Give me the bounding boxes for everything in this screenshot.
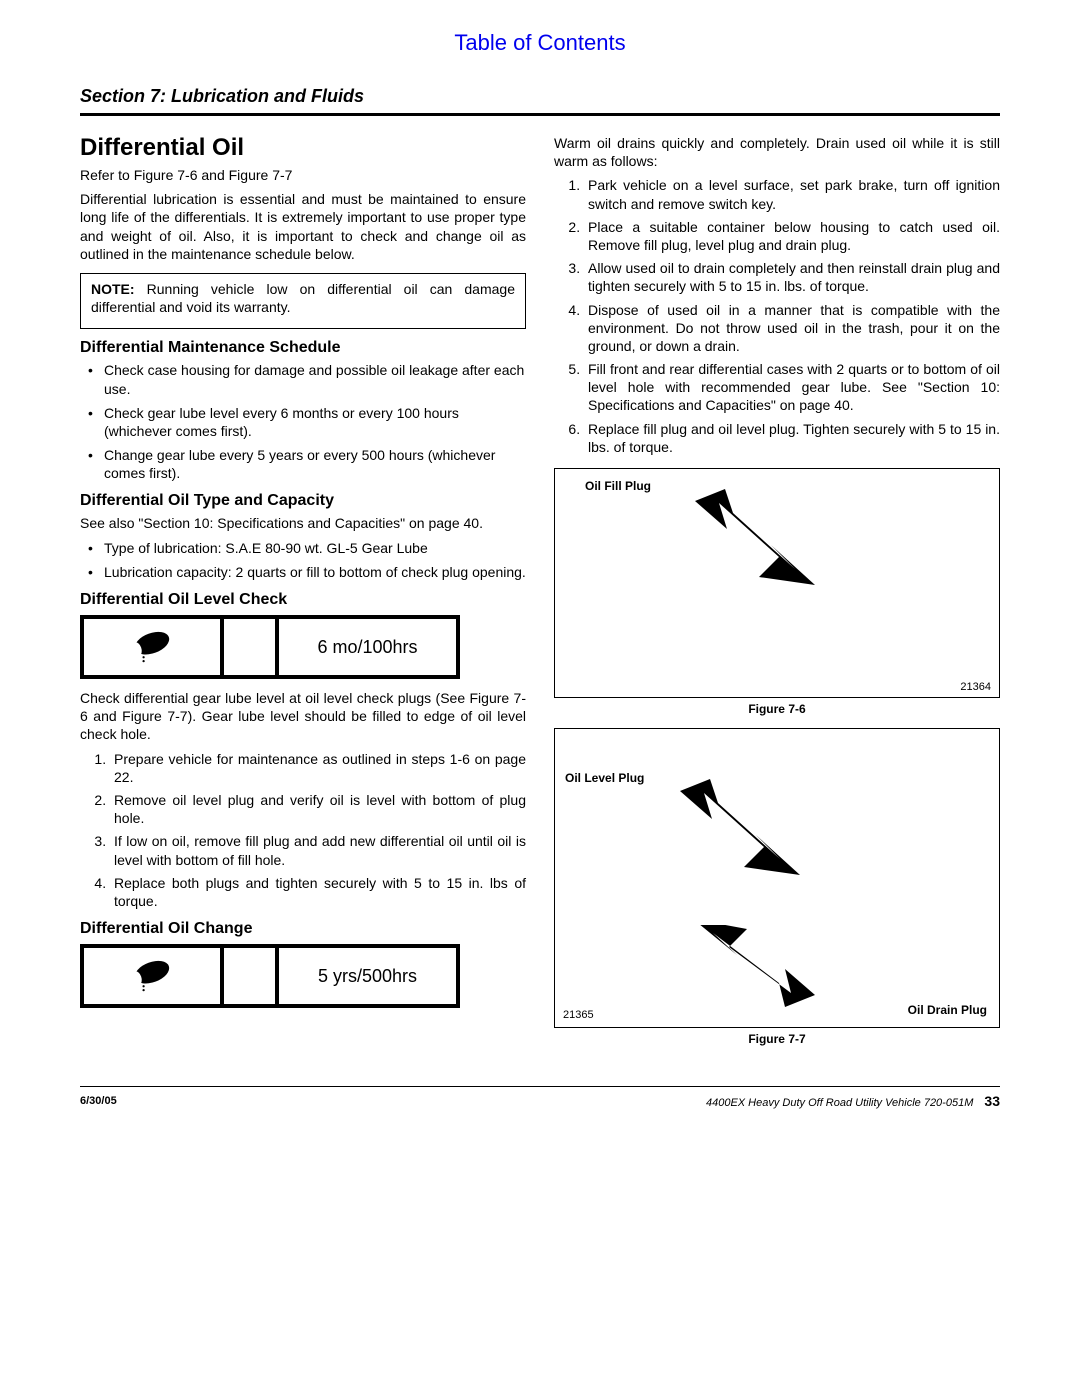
interval-box-change: 5 yrs/500hrs: [80, 944, 460, 1008]
interval-box-level: 6 mo/100hrs: [80, 615, 460, 679]
figure-caption: Figure 7-7: [554, 1032, 1000, 1046]
arrow-icon: [675, 489, 825, 609]
list-item: Check case housing for damage and possib…: [94, 361, 526, 397]
figure-number: 21365: [563, 1009, 594, 1021]
interval-label: 6 mo/100hrs: [279, 637, 456, 658]
oil-can-icon: [124, 954, 180, 999]
level-intro: Check differential gear lube level at oi…: [80, 689, 526, 744]
list-item: Replace both plugs and tighten securely …: [110, 874, 526, 910]
list-item: Change gear lube every 5 years or every …: [94, 446, 526, 482]
heading-type: Differential Oil Type and Capacity: [80, 492, 526, 510]
refer-text: Refer to Figure 7-6 and Figure 7-7: [80, 166, 526, 184]
figure-7-7: Oil Level Plug Oil Drain Plug 21365: [554, 728, 1000, 1028]
section-heading: Section 7: Lubrication and Fluids: [80, 86, 1000, 107]
type-list: Type of lubrication: S.A.E 80-90 wt. GL-…: [80, 539, 526, 581]
divider: [80, 113, 1000, 116]
footer-page: 33: [984, 1093, 1000, 1109]
left-column: Differential Oil Refer to Figure 7-6 and…: [80, 134, 526, 1046]
page-title: Differential Oil: [80, 134, 526, 162]
list-item: Prepare vehicle for maintenance as outli…: [110, 750, 526, 786]
list-item: If low on oil, remove fill plug and add …: [110, 832, 526, 868]
page-footer: 6/30/05 4400EX Heavy Duty Off Road Utili…: [80, 1086, 1000, 1109]
intro-text: Differential lubrication is essential an…: [80, 190, 526, 263]
list-item: Dispose of used oil in a manner that is …: [584, 301, 1000, 356]
note-label: NOTE:: [91, 281, 135, 297]
oil-can-icon: [124, 625, 180, 670]
list-item: Park vehicle on a level surface, set par…: [584, 176, 1000, 212]
list-item: Lubrication capacity: 2 quarts or fill t…: [94, 563, 526, 581]
heading-change: Differential Oil Change: [80, 920, 526, 938]
list-item: Check gear lube level every 6 months or …: [94, 404, 526, 440]
figure-7-6: Oil Fill Plug 21364: [554, 468, 1000, 698]
figure-caption: Figure 7-6: [554, 702, 1000, 716]
interval-label: 5 yrs/500hrs: [279, 966, 456, 987]
note-text: Running vehicle low on differential oil …: [91, 281, 515, 315]
list-item: Place a suitable container below housing…: [584, 218, 1000, 254]
figure-number: 21364: [960, 681, 991, 693]
figure-label: Oil Level Plug: [565, 771, 644, 785]
schedule-list: Check case housing for damage and possib…: [80, 361, 526, 482]
type-intro: See also "Section 10: Specifications and…: [80, 514, 526, 532]
figure-label: Oil Fill Plug: [585, 479, 651, 493]
list-item: Remove oil level plug and verify oil is …: [110, 791, 526, 827]
right-column: Warm oil drains quickly and completely. …: [554, 134, 1000, 1046]
list-item: Fill front and rear differential cases w…: [584, 360, 1000, 415]
heading-schedule: Differential Maintenance Schedule: [80, 339, 526, 357]
list-item: Replace fill plug and oil level plug. Ti…: [584, 420, 1000, 456]
list-item: Type of lubrication: S.A.E 80-90 wt. GL-…: [94, 539, 526, 557]
heading-level-check: Differential Oil Level Check: [80, 591, 526, 609]
footer-date: 6/30/05: [80, 1095, 117, 1107]
arrow-icon: [685, 925, 825, 1015]
note-box: NOTE: Running vehicle low on differentia…: [80, 273, 526, 329]
footer-model: 4400EX Heavy Duty Off Road Utility Vehic…: [706, 1093, 1000, 1109]
toc-link[interactable]: Table of Contents: [80, 30, 1000, 56]
list-item: Allow used oil to drain completely and t…: [584, 259, 1000, 295]
arrow-icon: [660, 779, 810, 899]
change-intro: Warm oil drains quickly and completely. …: [554, 134, 1000, 170]
level-steps: Prepare vehicle for maintenance as outli…: [80, 750, 526, 911]
change-steps: Park vehicle on a level surface, set par…: [554, 176, 1000, 456]
figure-label: Oil Drain Plug: [908, 1003, 987, 1017]
